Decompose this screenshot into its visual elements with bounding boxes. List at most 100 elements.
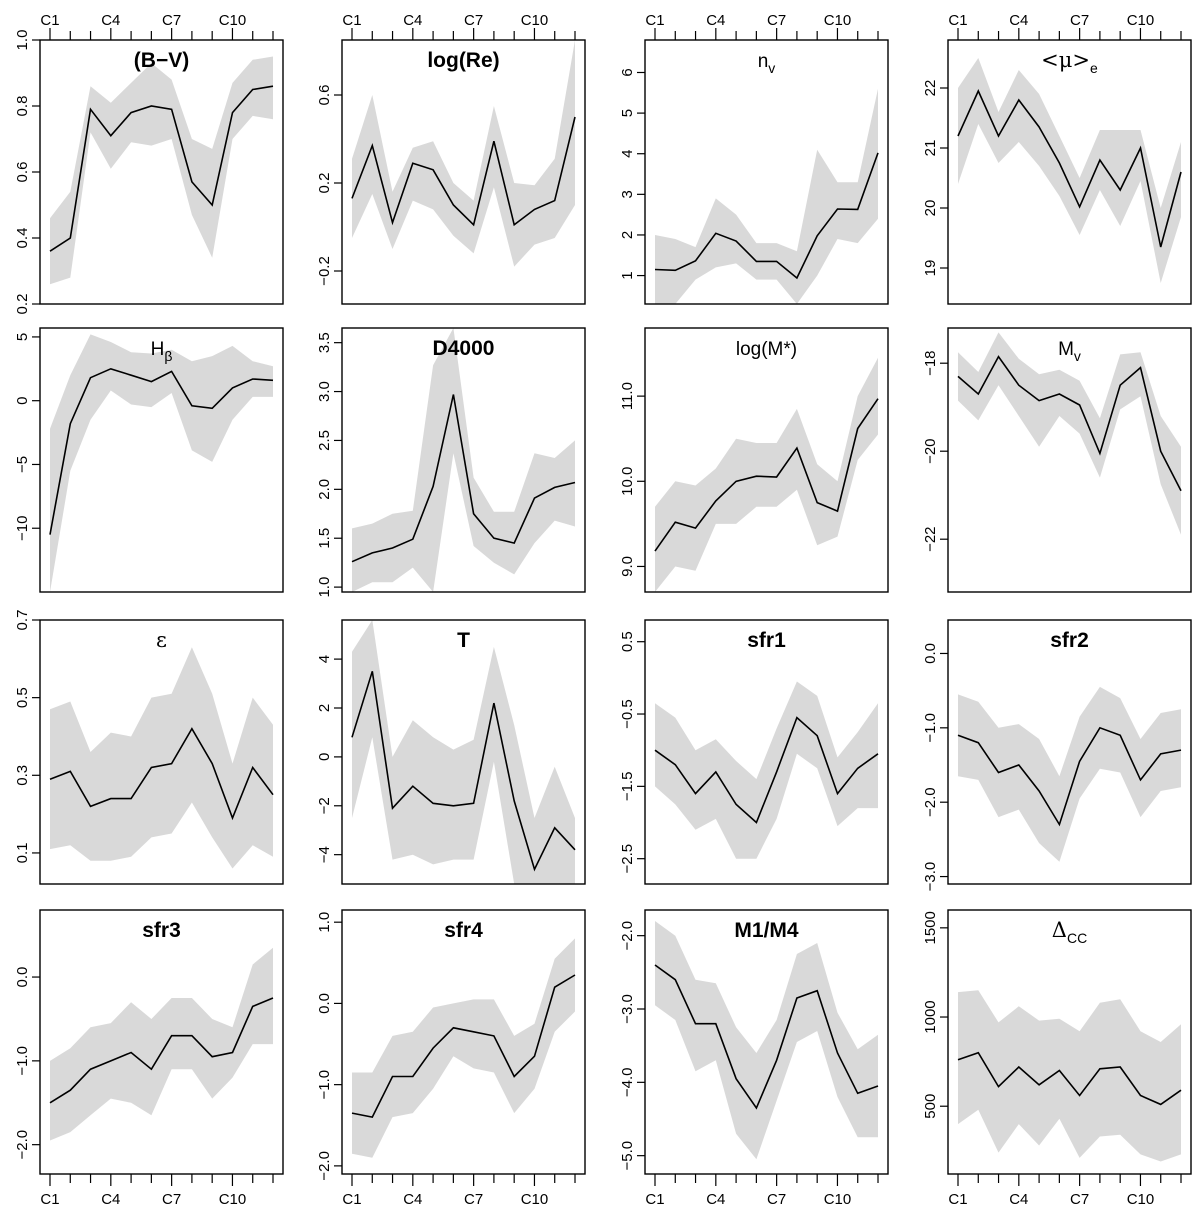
panel-title: log(Re) bbox=[427, 49, 499, 72]
panel-title: D4000 bbox=[433, 337, 495, 360]
y-tick-label: 20 bbox=[922, 200, 939, 217]
x-tick-label: C7 bbox=[767, 1191, 786, 1208]
panel-title: Mv bbox=[1058, 339, 1081, 364]
y-tick-label: 1000 bbox=[922, 1000, 939, 1033]
panel-4: C1 C4 C7 C10 19 20 21 22 <μ>e bbox=[922, 12, 1192, 305]
panel-title: sfr1 bbox=[747, 629, 786, 652]
panel-16: C1 C4 C7 C10 500 1000 1500 ΔCC bbox=[922, 909, 1192, 1208]
y-tick-label: 4 bbox=[316, 655, 333, 663]
x-tick-label: C10 bbox=[219, 1191, 247, 1208]
x-tick-label: C1 bbox=[645, 1191, 664, 1208]
uncertainty-band bbox=[50, 56, 273, 285]
y-tick-label: −10 bbox=[14, 516, 31, 541]
y-tick-label: 1 bbox=[619, 271, 636, 279]
panel-title: <μ>e bbox=[1041, 48, 1098, 76]
y-tick-label: 5 bbox=[14, 333, 31, 341]
plot-frame bbox=[947, 909, 1192, 1175]
y-tick-label: 0 bbox=[316, 753, 333, 761]
y-tick-label: −4.0 bbox=[619, 1068, 636, 1098]
plot-frame bbox=[39, 909, 284, 1175]
panel-title: sfr4 bbox=[444, 919, 483, 942]
y-tick-label: −1.0 bbox=[316, 1070, 333, 1100]
y-tick-label: 0.8 bbox=[14, 96, 31, 117]
y-tick-label: 0.3 bbox=[14, 765, 31, 786]
y-tick-label: 2 bbox=[316, 704, 333, 712]
y-tick-label: −20 bbox=[922, 438, 939, 463]
y-tick-label: 5 bbox=[619, 109, 636, 117]
y-tick-label: 0.2 bbox=[316, 173, 333, 194]
y-tick-label: 9.0 bbox=[619, 556, 636, 577]
plot-frame bbox=[644, 39, 889, 305]
panel-title: T bbox=[457, 629, 470, 652]
plot-frame bbox=[947, 619, 1192, 885]
x-tick-label: C7 bbox=[1070, 1191, 1089, 1208]
uncertainty-band bbox=[50, 647, 273, 869]
y-tick-label: 2.0 bbox=[316, 479, 333, 500]
series-line bbox=[351, 974, 576, 1119]
series-line bbox=[654, 964, 879, 1110]
y-tick-label: −3.0 bbox=[922, 862, 939, 892]
panel-title: sfr2 bbox=[1050, 629, 1089, 652]
y-tick-label: −1.0 bbox=[14, 1046, 31, 1076]
y-tick-label: 3.0 bbox=[316, 381, 333, 402]
x-tick-label: C1 bbox=[948, 1191, 967, 1208]
series-line bbox=[351, 394, 576, 563]
plot-frame bbox=[341, 909, 586, 1175]
y-tick-label: 1.0 bbox=[316, 912, 333, 933]
x-tick-label: C10 bbox=[824, 12, 852, 29]
panel-3: C1 C4 C7 C10 1 2 3 4 5 6 nv bbox=[619, 12, 889, 305]
panel-6: 1.0 1.5 2.0 2.5 3.0 3.5 D4000 bbox=[316, 327, 586, 598]
y-tick-label: 0.1 bbox=[14, 843, 31, 864]
panel-title: ε bbox=[156, 628, 167, 652]
series-line bbox=[654, 152, 879, 280]
panel-title: log(M*) bbox=[736, 339, 797, 360]
uncertainty-band bbox=[655, 88, 878, 304]
y-tick-label: 2.5 bbox=[316, 430, 333, 451]
series-line bbox=[957, 726, 1182, 827]
y-tick-label: −2.0 bbox=[922, 787, 939, 817]
x-tick-label: C10 bbox=[521, 1191, 549, 1208]
y-tick-label: −2.0 bbox=[619, 921, 636, 951]
uncertainty-band bbox=[655, 921, 878, 1160]
x-tick-label: C4 bbox=[1009, 12, 1028, 29]
x-tick-label: C4 bbox=[706, 12, 725, 29]
y-tick-label: 0.5 bbox=[14, 687, 31, 708]
panel-12: −3.0 −2.0 −1.0 0.0 sfr2 bbox=[922, 619, 1192, 892]
x-tick-label: C1 bbox=[342, 12, 361, 29]
x-tick-label: C1 bbox=[40, 12, 59, 29]
y-tick-label: −1.5 bbox=[619, 772, 636, 802]
panel-7: 9.0 10.0 11.0 log(M*) bbox=[619, 327, 889, 593]
y-tick-label: −2.0 bbox=[316, 1151, 333, 1181]
x-tick-label: C10 bbox=[824, 1191, 852, 1208]
uncertainty-band bbox=[352, 938, 575, 1158]
x-tick-label: C10 bbox=[521, 12, 549, 29]
panel-title: Hβ bbox=[151, 339, 173, 364]
y-tick-label: −2.5 bbox=[619, 844, 636, 874]
x-tick-label: C7 bbox=[464, 1191, 483, 1208]
panel-5: −10 −5 0 5 Hβ bbox=[14, 327, 284, 593]
series-line bbox=[957, 89, 1182, 248]
y-tick-label: 0.0 bbox=[922, 643, 939, 664]
y-tick-label: 2 bbox=[619, 231, 636, 239]
x-tick-label: C10 bbox=[1127, 1191, 1155, 1208]
x-tick-label: C1 bbox=[342, 1191, 361, 1208]
series-line bbox=[49, 85, 274, 252]
x-tick-label: C7 bbox=[464, 12, 483, 29]
x-tick-label: C4 bbox=[403, 1191, 422, 1208]
uncertainty-band bbox=[655, 357, 878, 592]
uncertainty-band bbox=[958, 332, 1181, 535]
y-tick-label: 1.5 bbox=[316, 528, 333, 549]
plot-frame bbox=[341, 39, 586, 305]
x-tick-label: C4 bbox=[403, 12, 422, 29]
panel-title: (B−V) bbox=[134, 49, 189, 72]
y-tick-label: −2 bbox=[316, 797, 333, 814]
plot-frame bbox=[39, 327, 284, 593]
y-tick-label: 0 bbox=[14, 397, 31, 405]
y-tick-label: −2.0 bbox=[14, 1130, 31, 1160]
uncertainty-band bbox=[655, 681, 878, 859]
panel-10: −4 −2 0 2 4 T bbox=[316, 619, 586, 885]
y-tick-label: 21 bbox=[922, 140, 939, 157]
series-line bbox=[49, 727, 274, 821]
uncertainty-band bbox=[50, 947, 273, 1141]
